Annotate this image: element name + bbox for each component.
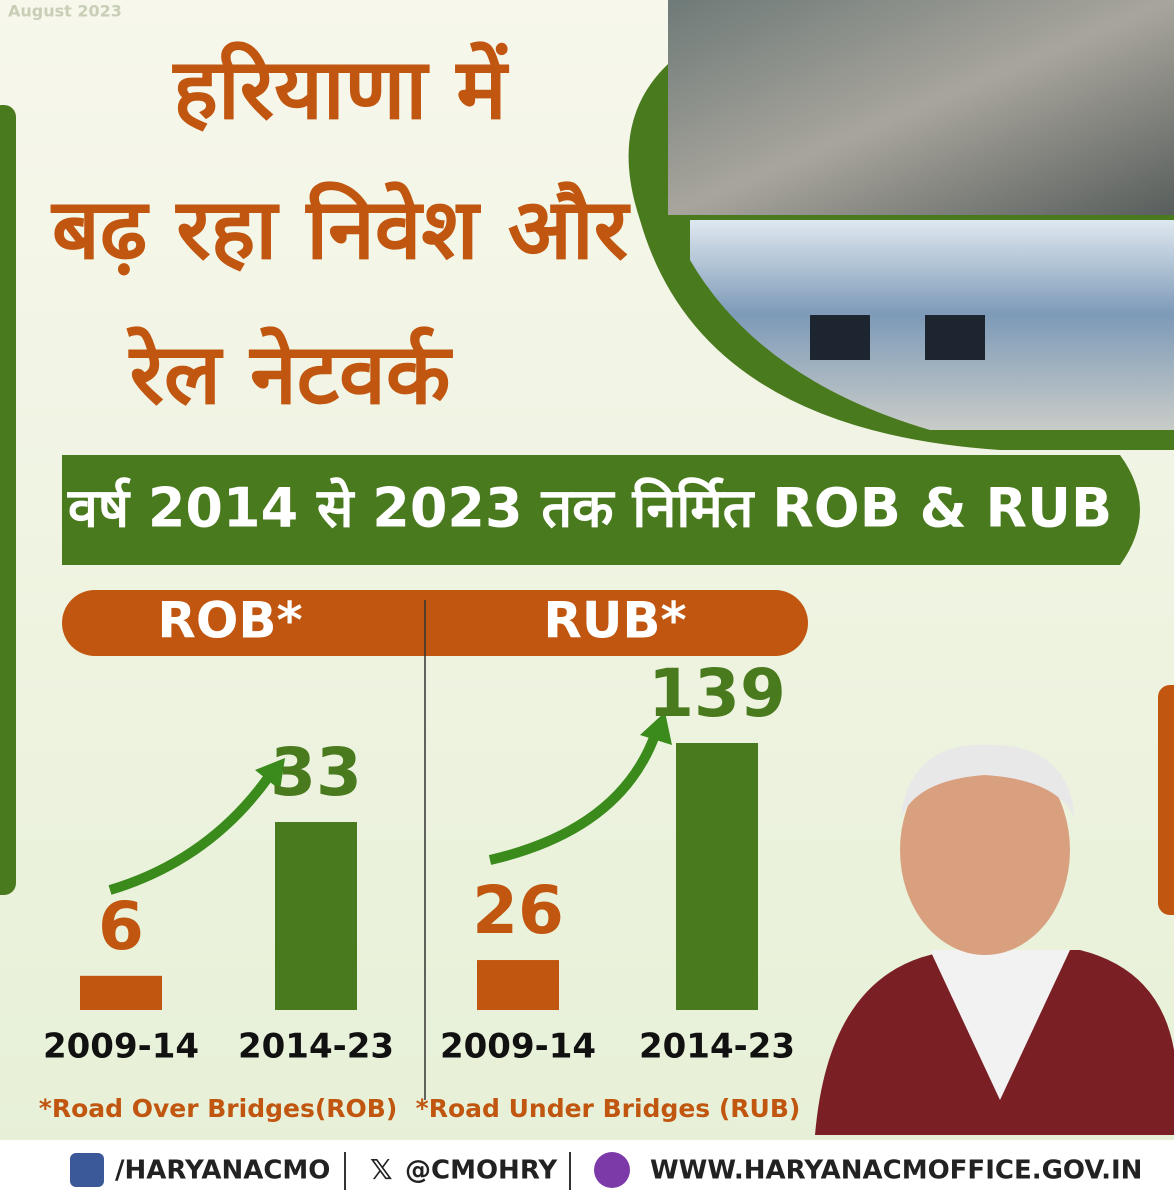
side-accent xyxy=(1158,685,1174,915)
trend-arrow xyxy=(108,772,275,895)
portrait-shirt xyxy=(930,950,1070,1100)
bar xyxy=(676,743,758,1010)
x-tick-label: 2009-14 xyxy=(43,1027,199,1067)
chart-header xyxy=(62,590,808,656)
value-label: 26 xyxy=(472,872,564,949)
footer-facebook: /HARYANACMO xyxy=(115,1156,330,1186)
value-label: 33 xyxy=(270,734,362,811)
x-icon: 𝕏 xyxy=(370,1153,393,1186)
subtitle-band xyxy=(62,455,1140,565)
footer-website: WWW.HARYANACMOFFICE.GOV.IN xyxy=(650,1156,1142,1186)
side-accent xyxy=(0,105,16,895)
facebook-icon xyxy=(70,1153,104,1187)
photo-flyover xyxy=(668,0,1174,215)
trend-arrow xyxy=(488,733,660,865)
portrait xyxy=(815,744,1174,1135)
footer-x: @CMOHRY xyxy=(405,1156,558,1186)
title-line: बढ़ रहा निवेश और xyxy=(50,180,631,278)
x-tick-label: 2009-14 xyxy=(440,1027,596,1067)
footnote: *Road Under Bridges (RUB) xyxy=(416,1094,801,1123)
trend-arrow xyxy=(640,712,672,745)
photo-tunnel xyxy=(810,315,870,360)
bar xyxy=(80,975,162,1010)
value-label: 6 xyxy=(98,888,144,965)
date: August 2023 xyxy=(8,2,122,21)
photo-tunnel xyxy=(925,315,985,360)
bar xyxy=(275,822,357,1010)
value-label: 139 xyxy=(648,655,786,732)
footer-band xyxy=(0,1140,1174,1200)
title-line: हरियाणा में xyxy=(171,40,509,138)
web-icon xyxy=(594,1152,630,1188)
x-tick-label: 2014-23 xyxy=(639,1027,795,1067)
subtitle: वर्ष 2014 से 2023 तक निर्मित ROB & RUB xyxy=(67,477,1112,540)
panel-title: RUB* xyxy=(543,592,686,650)
panel-title: ROB* xyxy=(157,592,302,650)
portrait-hair xyxy=(900,744,1075,820)
footnote: *Road Over Bridges(ROB) xyxy=(39,1094,398,1123)
portrait-face xyxy=(900,745,1070,955)
trend-arrow xyxy=(255,758,285,790)
x-tick-label: 2014-23 xyxy=(238,1027,394,1067)
bar xyxy=(477,960,559,1010)
title-line: रेल नेटवर्क xyxy=(126,325,454,423)
